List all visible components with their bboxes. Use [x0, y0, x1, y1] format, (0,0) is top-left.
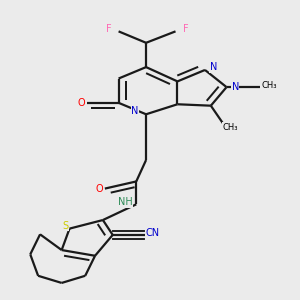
Text: N: N — [131, 106, 139, 116]
Text: O: O — [95, 184, 103, 194]
Text: N: N — [232, 82, 239, 92]
Text: F: F — [182, 24, 188, 34]
Text: N: N — [210, 62, 217, 72]
Text: CH₃: CH₃ — [262, 81, 278, 90]
Text: NH: NH — [118, 197, 133, 207]
Text: CH₃: CH₃ — [223, 123, 238, 132]
Text: F: F — [106, 24, 112, 34]
Text: CN: CN — [146, 228, 160, 238]
Text: O: O — [77, 98, 85, 108]
Text: S: S — [62, 221, 69, 231]
